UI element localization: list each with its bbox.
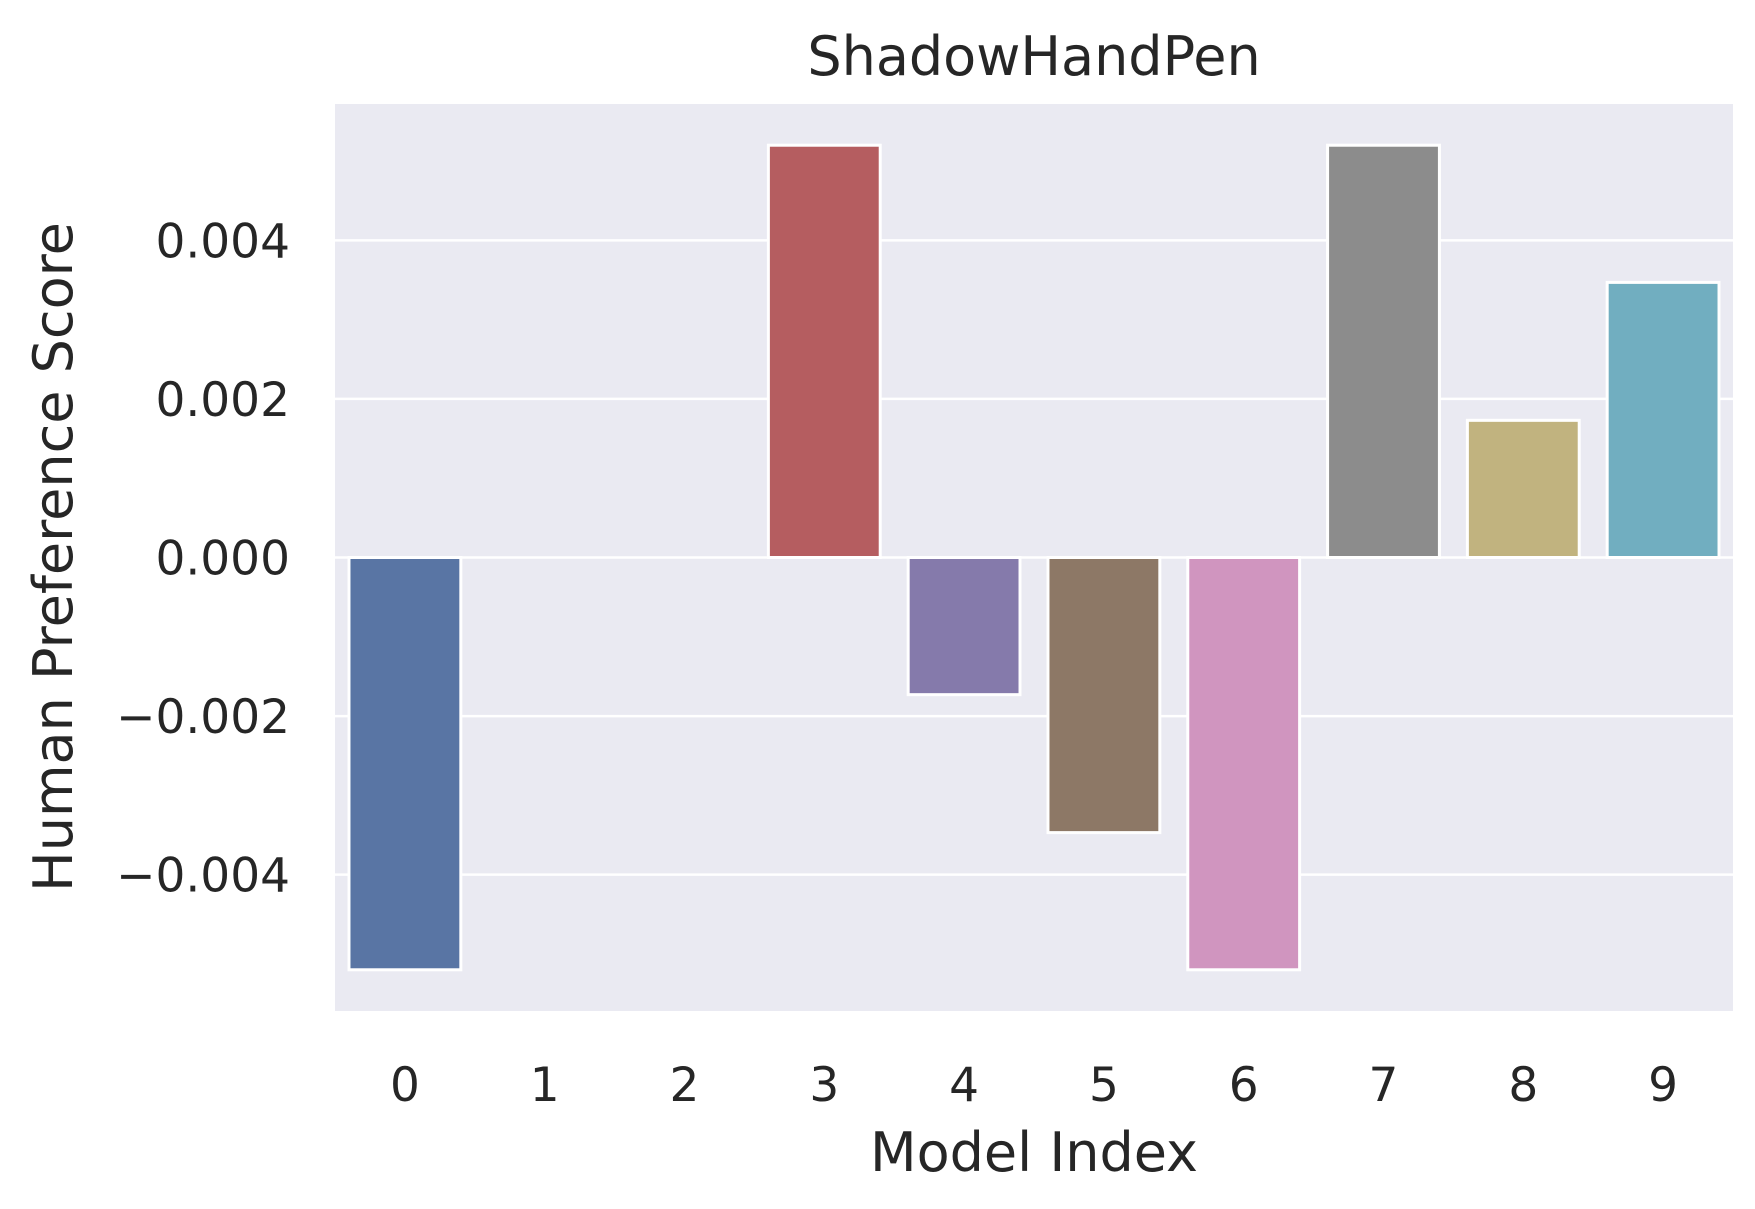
y-axis-label: Human Preference Score (22, 222, 85, 892)
y-tick-label: 0.002 (155, 373, 290, 428)
y-tick-labels: −0.004 −0.002 0.000 0.002 0.004 (116, 214, 290, 903)
bar-3 (766, 143, 882, 560)
x-tick-label: 7 (1369, 1058, 1399, 1113)
bar-0 (347, 556, 463, 972)
y-tick-label: 0.000 (155, 532, 290, 587)
x-tick-label: 4 (949, 1058, 979, 1113)
bar-4 (906, 556, 1022, 697)
x-tick-label: 2 (670, 1058, 700, 1113)
bars (347, 143, 1721, 972)
bar-6 (1186, 556, 1302, 972)
bar-7 (1326, 143, 1441, 560)
x-tick-label: 1 (530, 1058, 560, 1113)
x-tick-label: 9 (1648, 1058, 1678, 1113)
chart-title: ShadowHandPen (807, 25, 1260, 88)
x-tick-label: 6 (1229, 1058, 1259, 1113)
x-tick-label: 5 (1089, 1058, 1119, 1113)
x-tick-label: 3 (809, 1058, 839, 1113)
y-tick-label: −0.002 (116, 690, 290, 745)
bar-5 (1046, 556, 1162, 835)
bar-9 (1605, 280, 1721, 559)
y-tick-label: −0.004 (116, 849, 290, 904)
x-axis-label: Model Index (870, 1121, 1198, 1184)
bar-8 (1465, 418, 1581, 559)
x-tick-label: 8 (1508, 1058, 1538, 1113)
x-tick-labels: 0 1 2 3 4 5 6 7 8 9 (390, 1058, 1678, 1113)
y-tick-label: 0.004 (155, 214, 290, 269)
x-tick-label: 0 (390, 1058, 420, 1113)
